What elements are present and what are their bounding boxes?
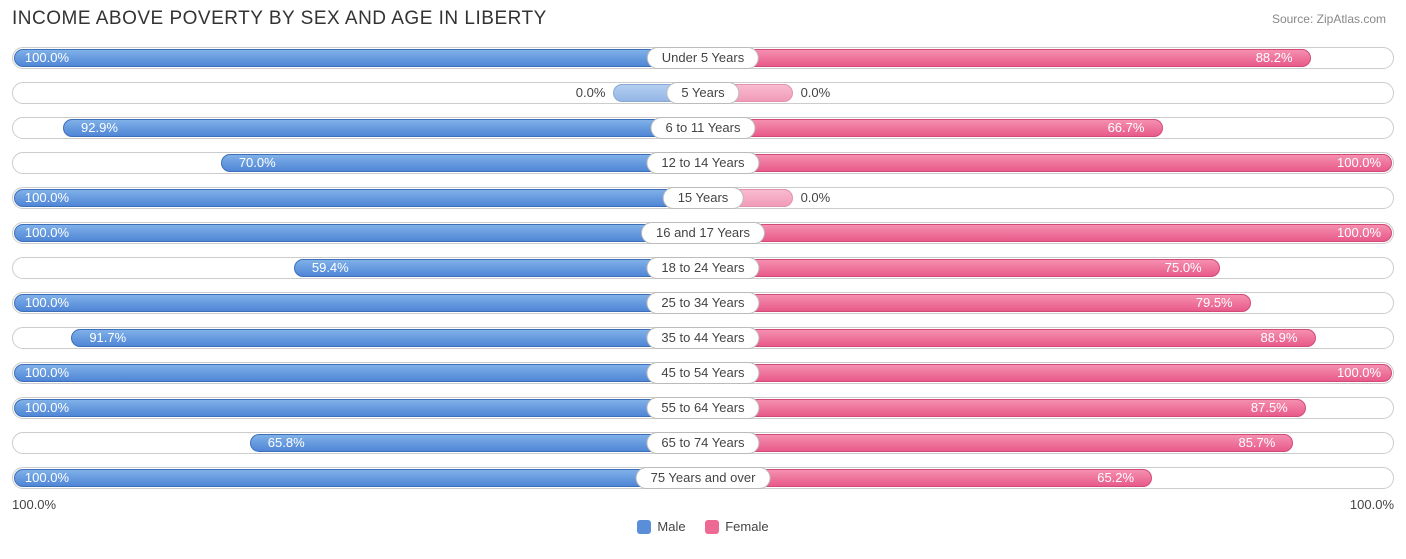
chart-row: 70.0% 100.0% 12 to 14 Years: [12, 147, 1394, 179]
female-value: 85.7%: [1238, 434, 1275, 452]
male-value: 100.0%: [25, 189, 69, 207]
legend-male-label: Male: [657, 519, 685, 534]
female-value: 66.7%: [1108, 119, 1145, 137]
chart-row: 100.0% 100.0% 45 to 54 Years: [12, 357, 1394, 389]
x-axis-left-label: 100.0%: [12, 497, 56, 512]
category-label: 35 to 44 Years: [646, 327, 759, 349]
female-value: 79.5%: [1196, 294, 1233, 312]
female-value: 88.9%: [1261, 329, 1298, 347]
female-bar: [703, 259, 1220, 277]
male-bar: [14, 189, 703, 207]
chart-row: 59.4% 75.0% 18 to 24 Years: [12, 252, 1394, 284]
female-value: 0.0%: [801, 189, 831, 207]
female-value: 75.0%: [1165, 259, 1202, 277]
category-label: 12 to 14 Years: [646, 152, 759, 174]
category-label: 55 to 64 Years: [646, 397, 759, 419]
male-bar: [14, 224, 703, 242]
chart-row: 91.7% 88.9% 35 to 44 Years: [12, 322, 1394, 354]
chart-row: 100.0% 87.5% 55 to 64 Years: [12, 392, 1394, 424]
diverging-bar-chart: 100.0% 88.2% Under 5 Years 0.0% 0.0% 5 Years 9…: [0, 34, 1406, 494]
chart-row: 65.8% 85.7% 65 to 74 Years: [12, 427, 1394, 459]
female-bar: [703, 224, 1392, 242]
x-axis: 100.0% 100.0%: [12, 497, 1394, 517]
female-value: 88.2%: [1256, 49, 1293, 67]
male-value: 100.0%: [25, 294, 69, 312]
chart-row: 100.0% 100.0% 16 and 17 Years: [12, 217, 1394, 249]
chart-row: 100.0% 65.2% 75 Years and over: [12, 462, 1394, 494]
male-bar: [63, 119, 703, 137]
category-label: 5 Years: [666, 82, 739, 104]
female-value: 87.5%: [1251, 399, 1288, 417]
female-bar: [703, 399, 1306, 417]
male-bar: [250, 434, 703, 452]
legend-female-label: Female: [725, 519, 768, 534]
male-value: 0.0%: [576, 84, 606, 102]
legend: Male Female: [0, 519, 1406, 537]
category-label: 6 to 11 Years: [651, 117, 756, 139]
chart-row: 100.0% 0.0% 15 Years: [12, 182, 1394, 214]
x-axis-right-label: 100.0%: [1350, 497, 1394, 512]
category-label: 16 and 17 Years: [641, 222, 765, 244]
chart-title: INCOME ABOVE POVERTY BY SEX AND AGE IN L…: [12, 8, 547, 30]
male-bar: [14, 294, 703, 312]
male-swatch: [637, 520, 651, 534]
male-value: 65.8%: [268, 434, 305, 452]
female-bar: [703, 364, 1392, 382]
category-label: Under 5 Years: [647, 47, 759, 69]
female-value: 100.0%: [1337, 154, 1381, 172]
female-swatch: [705, 520, 719, 534]
category-label: 15 Years: [663, 187, 744, 209]
male-value: 91.7%: [89, 329, 126, 347]
male-bar: [221, 154, 703, 172]
chart-row: 100.0% 79.5% 25 to 34 Years: [12, 287, 1394, 319]
female-bar: [703, 119, 1163, 137]
female-bar: [703, 49, 1311, 67]
male-value: 70.0%: [239, 154, 276, 172]
female-bar: [703, 294, 1251, 312]
legend-male: Male: [637, 519, 685, 534]
chart-row: 0.0% 0.0% 5 Years: [12, 77, 1394, 109]
male-value: 100.0%: [25, 399, 69, 417]
male-bar: [14, 364, 703, 382]
chart-row: 92.9% 66.7% 6 to 11 Years: [12, 112, 1394, 144]
chart-row: 100.0% 88.2% Under 5 Years: [12, 42, 1394, 74]
male-bar: [14, 49, 703, 67]
source-attribution: Source: ZipAtlas.com: [1272, 12, 1386, 26]
male-value: 59.4%: [312, 259, 349, 277]
male-value: 100.0%: [25, 364, 69, 382]
male-value: 100.0%: [25, 469, 69, 487]
category-label: 25 to 34 Years: [646, 292, 759, 314]
female-bar: [703, 154, 1392, 172]
male-value: 100.0%: [25, 49, 69, 67]
category-label: 18 to 24 Years: [646, 257, 759, 279]
male-bar: [14, 399, 703, 417]
category-label: 45 to 54 Years: [646, 362, 759, 384]
female-value: 0.0%: [801, 84, 831, 102]
legend-female: Female: [705, 519, 768, 534]
male-value: 100.0%: [25, 224, 69, 242]
female-bar: [703, 329, 1316, 347]
female-value: 65.2%: [1097, 469, 1134, 487]
male-value: 92.9%: [81, 119, 118, 137]
female-value: 100.0%: [1337, 224, 1381, 242]
male-bar: [294, 259, 703, 277]
male-bar: [71, 329, 703, 347]
male-bar: [14, 469, 703, 487]
category-label: 65 to 74 Years: [646, 432, 759, 454]
category-label: 75 Years and over: [636, 467, 771, 489]
female-value: 100.0%: [1337, 364, 1381, 382]
female-bar: [703, 434, 1293, 452]
